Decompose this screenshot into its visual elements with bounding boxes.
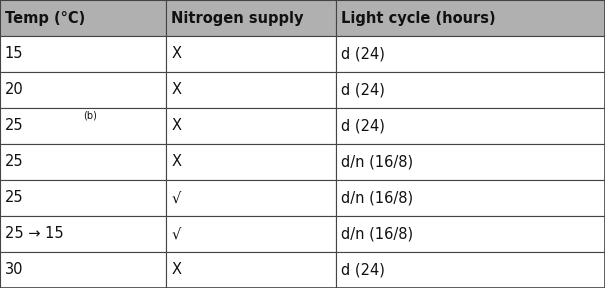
Bar (0, 180, 166, 216)
Text: d/n (16/8): d/n (16/8) (341, 154, 413, 170)
Bar (336, 108, 605, 144)
Bar (0, 108, 166, 144)
Text: √: √ (171, 226, 180, 242)
Text: X: X (171, 46, 181, 62)
Bar (166, 252, 336, 288)
Text: Nitrogen supply: Nitrogen supply (171, 10, 304, 26)
Bar (166, 108, 336, 144)
Text: 20: 20 (5, 82, 24, 98)
Text: d (24): d (24) (341, 82, 385, 98)
Text: Light cycle (hours): Light cycle (hours) (341, 10, 495, 26)
Bar (336, 216, 605, 252)
Bar (166, 144, 336, 180)
Text: d (24): d (24) (341, 46, 385, 62)
Bar (0, 252, 166, 288)
Bar (336, 252, 605, 288)
Text: 25 → 15: 25 → 15 (5, 226, 64, 242)
Bar (166, 180, 336, 216)
Bar (336, 144, 605, 180)
Bar (336, 36, 605, 72)
Text: d (24): d (24) (341, 118, 385, 134)
Bar (0, 216, 166, 252)
Text: 30: 30 (5, 262, 24, 278)
Bar (166, 216, 336, 252)
Text: d/n (16/8): d/n (16/8) (341, 226, 413, 242)
Text: d/n (16/8): d/n (16/8) (341, 190, 413, 206)
Bar (166, 72, 336, 108)
Bar (0, 36, 166, 72)
Bar (166, 36, 336, 72)
Text: 25: 25 (5, 154, 24, 170)
Bar (336, 72, 605, 108)
Bar (0, 72, 166, 108)
Text: (b): (b) (83, 111, 97, 121)
Bar (336, 180, 605, 216)
Text: 15: 15 (5, 46, 24, 62)
Bar (336, 0, 605, 36)
Bar (0, 0, 166, 36)
Bar (0, 144, 166, 180)
Text: d (24): d (24) (341, 262, 385, 278)
Text: √: √ (171, 190, 180, 206)
Text: X: X (171, 154, 181, 170)
Text: 25: 25 (5, 118, 24, 134)
Text: 25: 25 (5, 190, 24, 206)
Text: X: X (171, 262, 181, 278)
Bar (166, 0, 336, 36)
Text: Temp (°C): Temp (°C) (5, 10, 85, 26)
Text: X: X (171, 118, 181, 134)
Text: X: X (171, 82, 181, 98)
